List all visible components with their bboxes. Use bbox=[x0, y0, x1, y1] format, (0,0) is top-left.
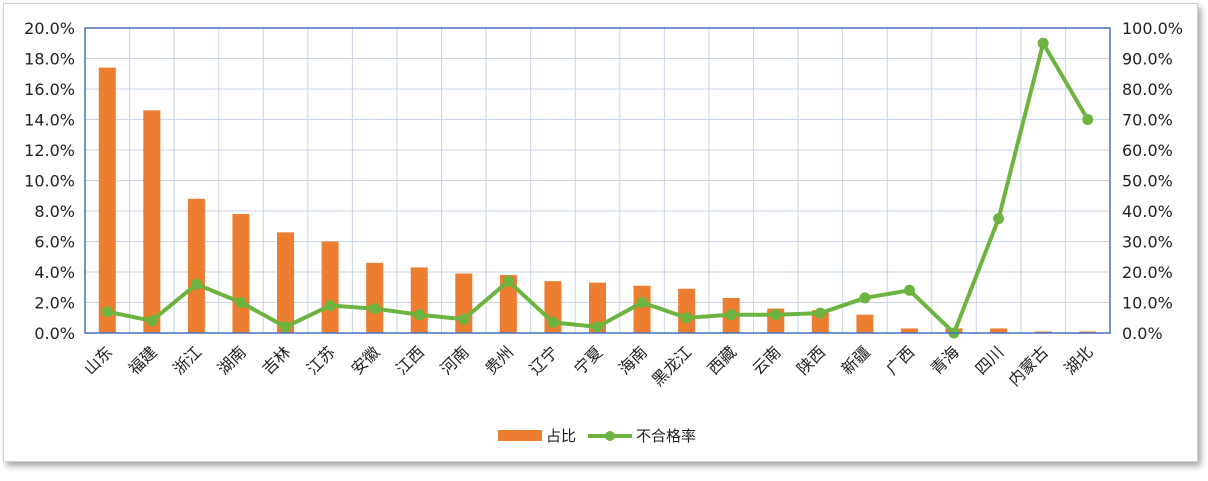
x-category-label: 海南 bbox=[615, 342, 651, 378]
line-point bbox=[993, 213, 1005, 225]
legend-bar-swatch bbox=[498, 430, 542, 441]
y-right-tick-label: 0.0% bbox=[1122, 324, 1163, 343]
line-point bbox=[413, 309, 425, 321]
y-left-tick-label: 2.0% bbox=[34, 294, 75, 313]
line-point bbox=[725, 309, 737, 321]
legend-line-label: 不合格率 bbox=[636, 427, 696, 445]
y-left-tick-label: 16.0% bbox=[24, 80, 75, 99]
y-right-tick-label: 90.0% bbox=[1122, 50, 1173, 69]
axes bbox=[84, 27, 1111, 334]
y-right-tick-label: 30.0% bbox=[1122, 233, 1173, 252]
x-category-label: 内蒙古 bbox=[1005, 342, 1052, 389]
line-point bbox=[101, 306, 113, 318]
x-axis-categories: 山东 福建 浙江 湖南 吉林 江苏 安徽 江西 河南 贵州 辽宁 宁夏 海南黑龙江 西藏 云南 陕西 新疆 广西青… bbox=[80, 342, 1097, 389]
line-point bbox=[502, 275, 514, 287]
line-point bbox=[859, 292, 871, 304]
x-category-label: 山东 bbox=[80, 342, 116, 378]
y-left-tick-label: 18.0% bbox=[24, 50, 75, 69]
x-category-label: 辽宁 bbox=[526, 342, 562, 378]
line-point bbox=[1082, 114, 1094, 125]
bar bbox=[187, 198, 205, 333]
bar bbox=[366, 262, 384, 333]
x-category-label: 江苏 bbox=[303, 342, 339, 378]
bar bbox=[499, 275, 517, 333]
chart-frame: 0.0% 2.0% 4.0% 6.0% 8.0% 10.0% 12.0% 14.0% 16.0%… bbox=[3, 3, 1198, 462]
legend-bar-label: 占比 bbox=[546, 427, 576, 445]
bar bbox=[277, 232, 295, 333]
line-point bbox=[280, 321, 292, 333]
x-category-label: 宁夏 bbox=[570, 342, 606, 378]
y-right-tick-label: 60.0% bbox=[1122, 141, 1173, 160]
x-category-label: 浙江 bbox=[169, 342, 205, 378]
combo-chart: 0.0% 2.0% 4.0% 6.0% 8.0% 10.0% 12.0% 14.0% 16.0%… bbox=[24, 19, 1183, 445]
y-right-tick-label: 20.0% bbox=[1122, 263, 1173, 282]
y-left-tick-label: 0.0% bbox=[34, 324, 75, 343]
y-right-tick-label: 80.0% bbox=[1122, 80, 1173, 99]
line-point bbox=[681, 312, 693, 324]
x-category-label: 吉林 bbox=[258, 342, 294, 378]
y-left-tick-label: 8.0% bbox=[34, 202, 75, 221]
x-category-label: 湖北 bbox=[1060, 342, 1096, 378]
x-category-label: 江西 bbox=[392, 342, 428, 378]
x-category-label: 安徽 bbox=[347, 342, 383, 378]
y-axis-right: 0.0% 10.0% 20.0% 30.0% 40.0% 50.0% 60.0% 70.0% 8… bbox=[1122, 19, 1183, 343]
bar bbox=[990, 328, 1008, 333]
x-category-label: 西藏 bbox=[704, 342, 740, 378]
y-axis-left: 0.0% 2.0% 4.0% 6.0% 8.0% 10.0% 12.0% 14.0% 16.0%… bbox=[24, 19, 75, 343]
line-point bbox=[636, 297, 648, 308]
line-point bbox=[324, 300, 336, 312]
line-point bbox=[592, 321, 603, 333]
y-left-tick-label: 12.0% bbox=[24, 141, 75, 160]
x-category-label: 湖南 bbox=[214, 342, 250, 378]
line-point bbox=[770, 309, 782, 321]
x-category-label: 四川 bbox=[971, 342, 1007, 378]
line-point bbox=[190, 278, 202, 290]
line-point bbox=[458, 313, 470, 325]
x-category-label: 河南 bbox=[437, 342, 473, 378]
y-right-tick-label: 40.0% bbox=[1122, 202, 1173, 221]
bar bbox=[678, 288, 696, 333]
line-point bbox=[547, 316, 559, 328]
y-left-tick-label: 20.0% bbox=[24, 19, 75, 38]
x-category-label: 新疆 bbox=[838, 342, 874, 378]
bar bbox=[633, 285, 651, 333]
y-left-tick-label: 4.0% bbox=[34, 263, 75, 282]
x-category-label: 黑龙江 bbox=[648, 342, 695, 389]
line-point bbox=[235, 297, 247, 308]
legend-line-marker bbox=[605, 431, 615, 441]
bar bbox=[856, 314, 874, 333]
x-category-label: 云南 bbox=[749, 342, 785, 378]
x-category-label: 广西 bbox=[882, 342, 918, 378]
line-point bbox=[369, 303, 381, 315]
y-right-tick-label: 50.0% bbox=[1122, 172, 1173, 191]
bar bbox=[98, 67, 116, 334]
bar bbox=[321, 241, 339, 333]
line-point bbox=[903, 284, 915, 296]
y-right-tick-label: 10.0% bbox=[1122, 294, 1173, 313]
x-category-label: 贵州 bbox=[481, 342, 517, 378]
bar bbox=[589, 282, 606, 333]
line-point bbox=[1037, 37, 1049, 49]
bar bbox=[143, 110, 161, 333]
y-right-tick-label: 70.0% bbox=[1122, 111, 1173, 130]
line-series bbox=[101, 37, 1094, 339]
legend: 占比 不合格率 bbox=[498, 427, 696, 445]
bar-series bbox=[98, 67, 1097, 334]
x-category-label: 陕西 bbox=[793, 342, 829, 378]
y-right-tick-label: 100.0% bbox=[1122, 19, 1183, 38]
plot-border bbox=[84, 27, 1111, 334]
line-point bbox=[814, 307, 826, 319]
y-left-tick-label: 10.0% bbox=[24, 172, 75, 191]
bar bbox=[410, 267, 428, 333]
y-left-tick-label: 6.0% bbox=[34, 233, 75, 252]
line-point bbox=[146, 315, 158, 327]
bar bbox=[900, 328, 918, 333]
x-category-label: 青海 bbox=[927, 342, 963, 378]
bar bbox=[232, 214, 250, 333]
y-left-tick-label: 14.0% bbox=[24, 111, 75, 130]
x-category-label: 福建 bbox=[125, 342, 161, 378]
bar bbox=[1034, 331, 1052, 333]
bar bbox=[1079, 331, 1097, 333]
